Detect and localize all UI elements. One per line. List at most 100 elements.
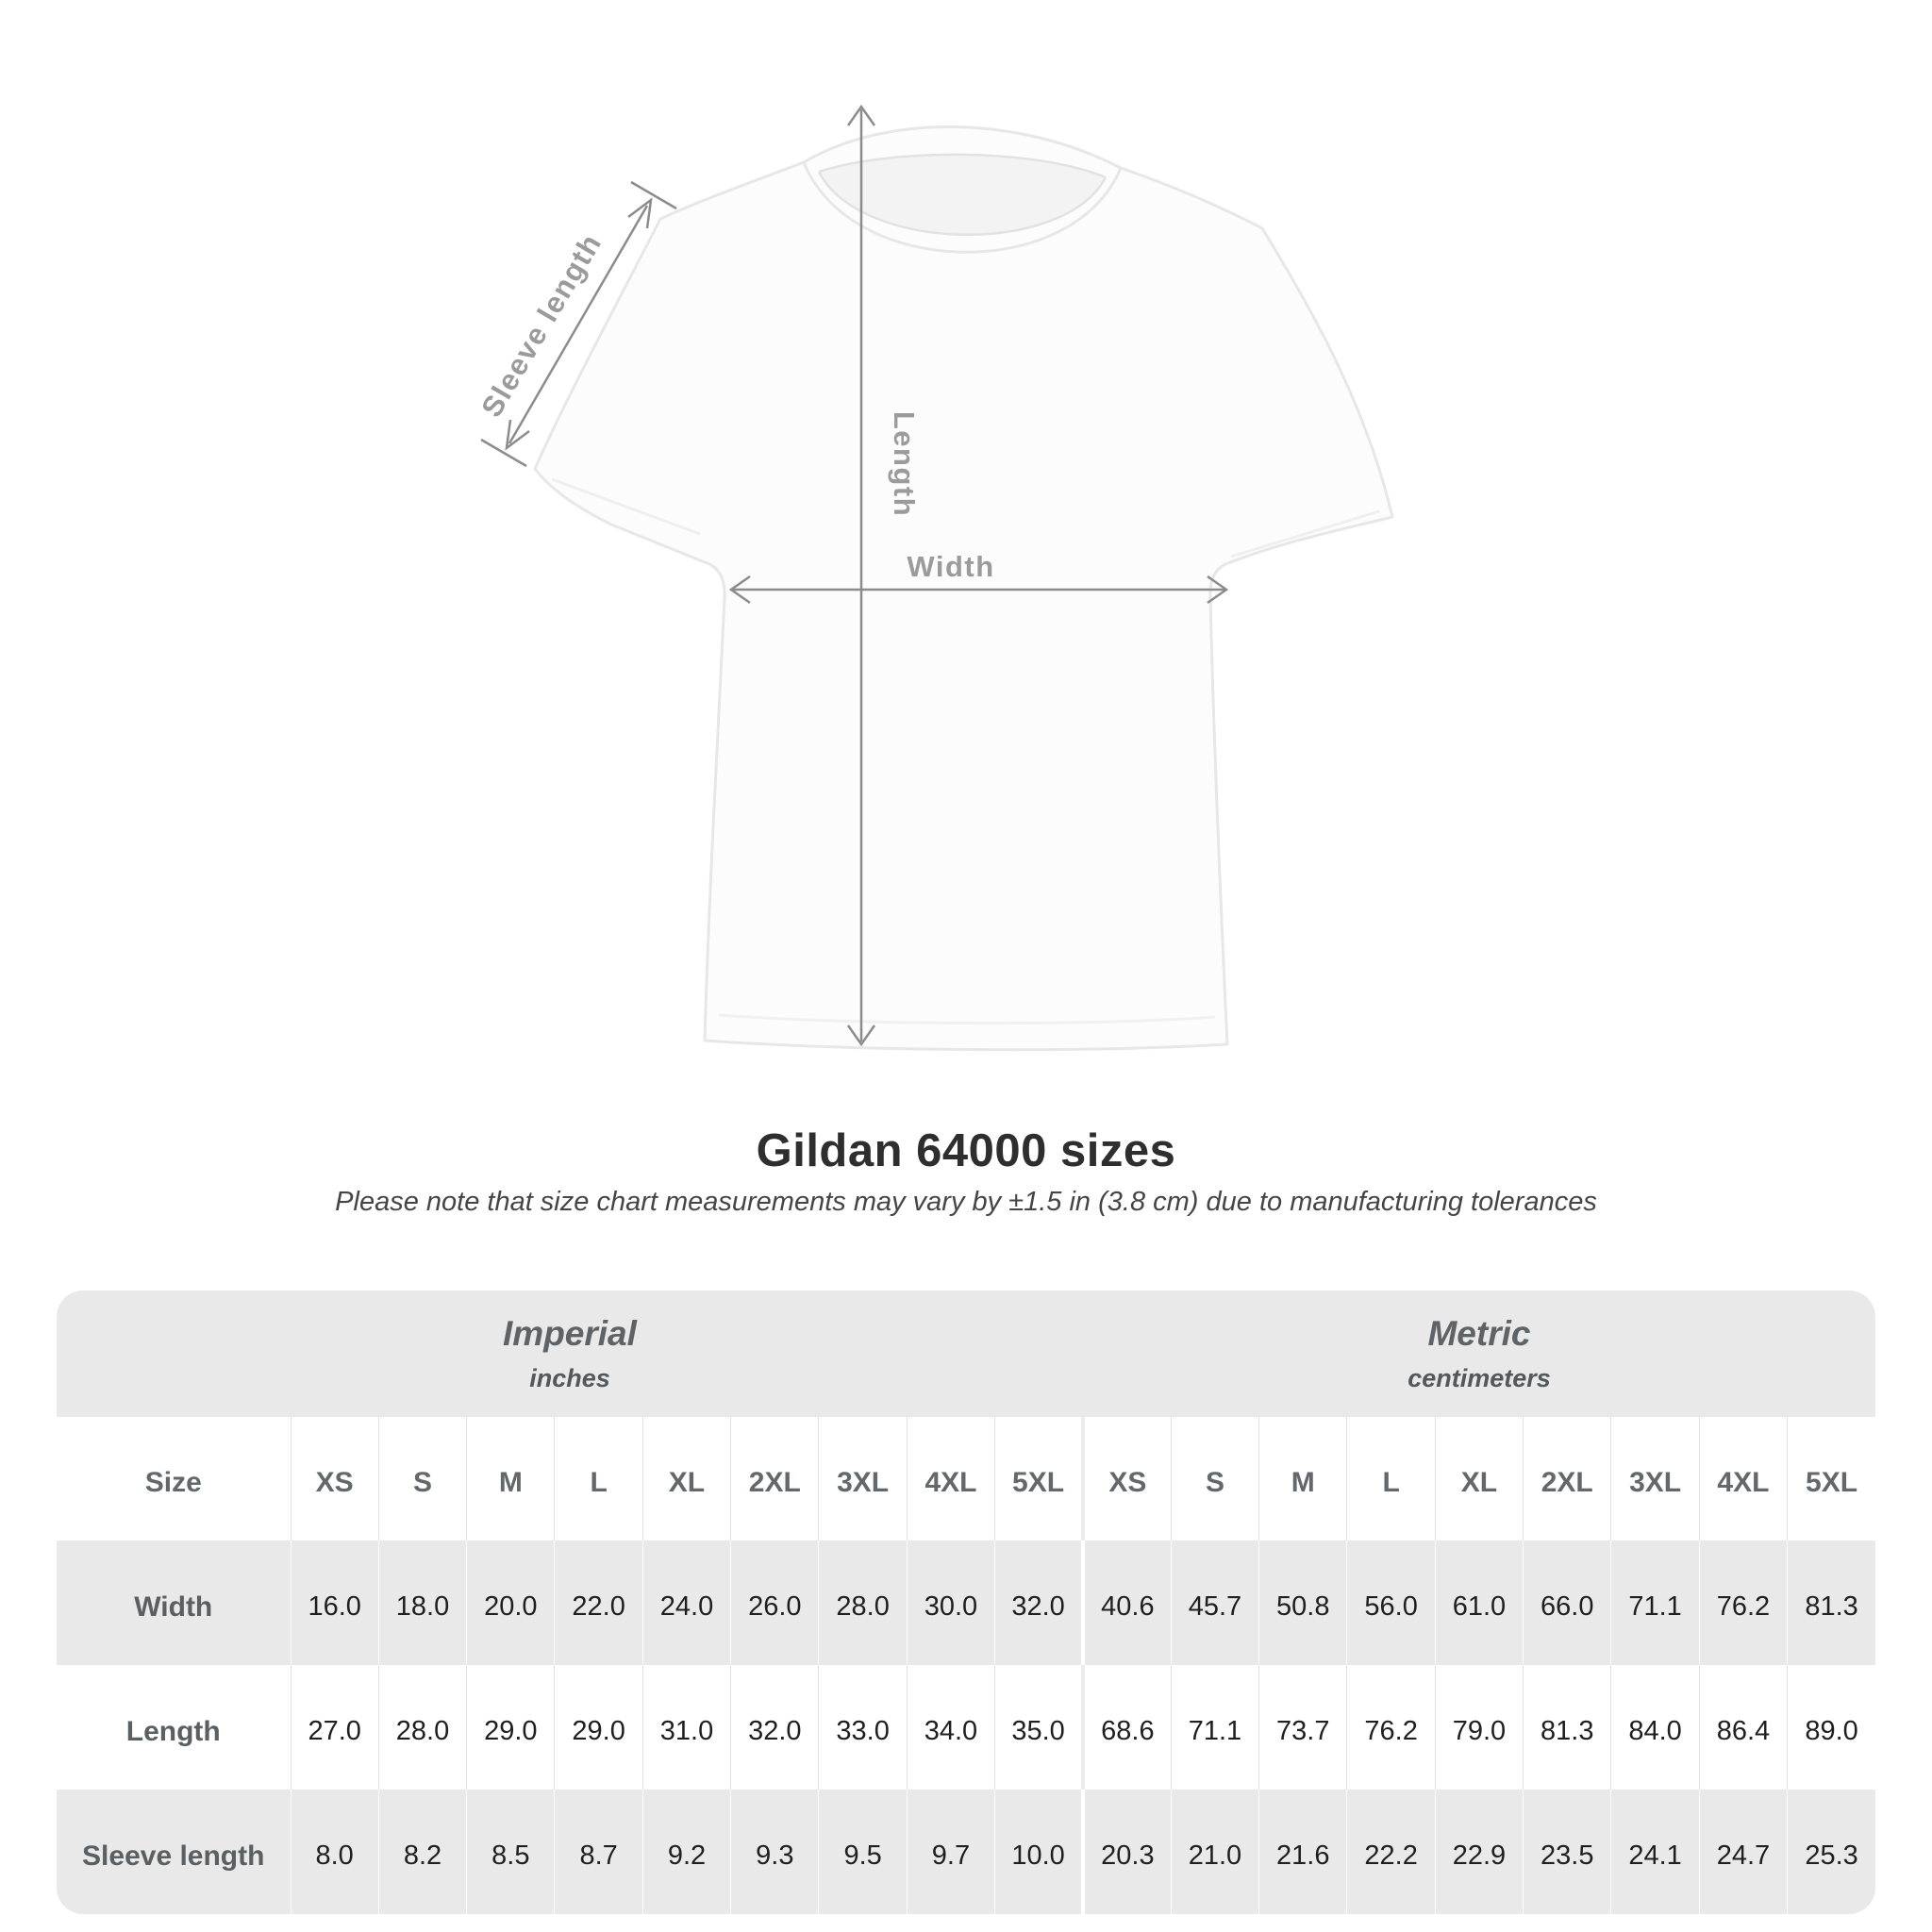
value-cell: 25.3 xyxy=(1787,1790,1875,1914)
value-cell: 22.9 xyxy=(1434,1790,1524,1914)
value-cell: 66.0 xyxy=(1523,1541,1611,1665)
size-col-header: L xyxy=(554,1417,643,1541)
value-cell: 24.1 xyxy=(1610,1790,1700,1914)
value-cell: 45.7 xyxy=(1170,1541,1259,1665)
value-cell: 33.0 xyxy=(818,1665,908,1790)
size-table: Imperial inches Metric centimeters Size … xyxy=(57,1291,1875,1914)
value-cell: 22.2 xyxy=(1346,1790,1436,1914)
dimension-lines xyxy=(480,104,1229,1047)
size-col-header: 4XL xyxy=(906,1417,995,1541)
value-cell: 73.7 xyxy=(1258,1665,1347,1790)
length-arrowhead-bottom xyxy=(846,1024,876,1047)
value-cell: 28.0 xyxy=(377,1665,467,1790)
value-cell: 20.0 xyxy=(466,1541,555,1665)
value-cell: 24.0 xyxy=(641,1541,731,1665)
value-cell: 30.0 xyxy=(906,1541,995,1665)
tolerance-note: Please note that size chart measurements… xyxy=(335,1187,1597,1217)
value-cell: 86.4 xyxy=(1698,1665,1788,1790)
imperial-label: Imperial xyxy=(503,1314,637,1354)
size-col-header: L xyxy=(1346,1417,1436,1541)
size-col-header: XL xyxy=(641,1417,731,1541)
size-header-row: Size XS S M L XL 2XL 3XL 4XL 5XL XS S M … xyxy=(57,1417,1875,1541)
table-row-width: Width 16.0 18.0 20.0 22.0 24.0 26.0 28.0… xyxy=(57,1541,1875,1665)
sleeve-arrowhead-bottom xyxy=(505,419,530,451)
size-col-header: 3XL xyxy=(818,1417,908,1541)
metric-unit-label: centimeters xyxy=(1407,1363,1551,1392)
value-cell: 71.1 xyxy=(1610,1541,1700,1665)
collar-edge xyxy=(817,171,1108,237)
tshirt-diagram: Sleeve length Length Width xyxy=(475,104,1394,1052)
value-cell: 81.3 xyxy=(1523,1665,1611,1790)
value-cell: 84.0 xyxy=(1610,1665,1700,1790)
size-col-header: S xyxy=(377,1417,467,1541)
row-label: Width xyxy=(134,1591,213,1623)
size-corner-header: Size xyxy=(144,1467,202,1498)
value-cell: 29.0 xyxy=(554,1665,643,1790)
size-col-header: 2XL xyxy=(730,1417,819,1541)
size-col-header: M xyxy=(1258,1417,1347,1541)
value-cell: 8.5 xyxy=(466,1790,555,1914)
metric-label: Metric xyxy=(1427,1314,1531,1354)
value-cell: 16.0 xyxy=(290,1541,379,1665)
length-label: Length xyxy=(888,411,921,517)
value-cell: 27.0 xyxy=(290,1665,379,1790)
value-cell: 9.7 xyxy=(906,1790,995,1914)
value-cell: 10.0 xyxy=(994,1790,1083,1914)
value-cell: 21.6 xyxy=(1258,1790,1347,1914)
page-title: Gildan 64000 sizes xyxy=(756,1125,1176,1176)
unit-header-row: Imperial inches Metric centimeters xyxy=(57,1291,1875,1417)
value-cell: 71.1 xyxy=(1170,1665,1259,1790)
sleeve-end-tick-top xyxy=(630,180,677,210)
value-cell: 9.5 xyxy=(818,1790,908,1914)
value-cell: 76.2 xyxy=(1698,1541,1788,1665)
size-col-header: XS xyxy=(290,1417,379,1541)
value-cell: 61.0 xyxy=(1434,1541,1524,1665)
value-cell: 8.7 xyxy=(554,1790,643,1914)
value-cell: 68.6 xyxy=(1080,1665,1172,1790)
size-col-header: 4XL xyxy=(1698,1417,1788,1541)
width-arrowhead-right xyxy=(1207,575,1229,605)
row-label: Length xyxy=(125,1715,221,1747)
imperial-unit-label: inches xyxy=(529,1363,610,1392)
width-label: Width xyxy=(907,550,994,583)
value-cell: 8.0 xyxy=(290,1790,379,1914)
right-sleeve-crease xyxy=(1230,509,1380,558)
value-cell: 79.0 xyxy=(1434,1665,1524,1790)
value-cell: 21.0 xyxy=(1170,1790,1259,1914)
collar-interior xyxy=(819,154,1106,235)
value-cell: 20.3 xyxy=(1080,1790,1172,1914)
value-cell: 31.0 xyxy=(641,1665,731,1790)
metric-group-header: Metric centimeters xyxy=(1082,1291,1875,1417)
size-col-header: 2XL xyxy=(1523,1417,1611,1541)
value-cell: 23.5 xyxy=(1523,1790,1611,1914)
value-cell: 34.0 xyxy=(906,1665,995,1790)
size-col-header: 3XL xyxy=(1610,1417,1700,1541)
value-cell: 32.0 xyxy=(994,1541,1083,1665)
sleeve-arrowhead-top xyxy=(627,197,653,229)
hem-stitch xyxy=(718,1013,1216,1025)
size-table-grid: Imperial inches Metric centimeters Size … xyxy=(57,1291,1875,1914)
collar-seam xyxy=(802,161,1123,254)
collar-back-edge xyxy=(818,153,1107,179)
value-cell: 24.7 xyxy=(1698,1790,1788,1914)
value-cell: 81.3 xyxy=(1787,1541,1875,1665)
value-cell: 56.0 xyxy=(1346,1541,1436,1665)
width-arrowhead-left xyxy=(728,575,751,605)
value-cell: 50.8 xyxy=(1258,1541,1347,1665)
size-col-header: 5XL xyxy=(994,1417,1083,1541)
size-col-header: S xyxy=(1170,1417,1259,1541)
length-arrowhead-top xyxy=(846,104,876,126)
value-cell: 40.6 xyxy=(1080,1541,1172,1665)
value-cell: 28.0 xyxy=(818,1541,908,1665)
left-sleeve-crease xyxy=(551,477,701,536)
value-cell: 29.0 xyxy=(466,1665,555,1790)
size-col-header: XS xyxy=(1080,1417,1172,1541)
value-cell: 76.2 xyxy=(1346,1665,1436,1790)
value-cell: 9.2 xyxy=(641,1790,731,1914)
table-row-length: Length 27.0 28.0 29.0 29.0 31.0 32.0 33.… xyxy=(57,1665,1875,1790)
value-cell: 22.0 xyxy=(554,1541,643,1665)
value-cell: 8.2 xyxy=(377,1790,467,1914)
size-col-header: M xyxy=(466,1417,555,1541)
value-cell: 89.0 xyxy=(1787,1665,1875,1790)
